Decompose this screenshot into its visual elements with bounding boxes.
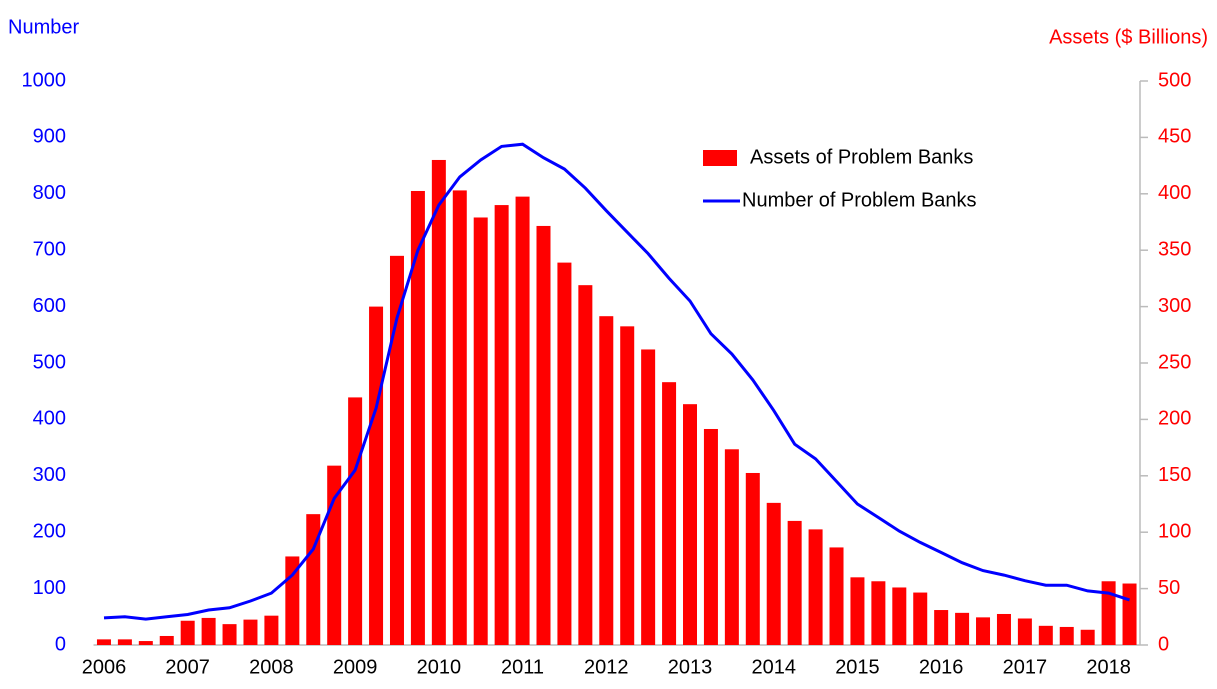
- bar: [1080, 629, 1095, 645]
- bar: [913, 592, 928, 645]
- bar: [557, 262, 572, 645]
- line: [103, 142, 1130, 621]
- y2-tick-label: 250: [1158, 351, 1191, 373]
- bar: [348, 397, 363, 645]
- bar: [892, 587, 907, 645]
- y-axis-title: Number: [8, 16, 79, 38]
- y2-axis-title: Assets ($ Billions): [1049, 26, 1208, 48]
- bar: [934, 610, 949, 645]
- bar: [808, 529, 823, 645]
- x-tick-label: 2011: [501, 656, 544, 678]
- bar: [410, 190, 425, 646]
- y-tick-label: 0: [55, 633, 66, 655]
- bar: [641, 349, 656, 645]
- bar: [850, 577, 865, 645]
- y-tick-label: 700: [33, 238, 66, 260]
- bar: [369, 306, 384, 645]
- x-tick-label: 2006: [82, 656, 127, 678]
- x-tick-label: 2007: [165, 656, 210, 678]
- bar: [829, 547, 844, 645]
- bar: [494, 205, 509, 645]
- bar: [955, 612, 970, 645]
- x-tick-label: 2013: [668, 656, 713, 678]
- bar: [243, 619, 258, 645]
- bar: [264, 615, 279, 645]
- y2-tick-label: 350: [1158, 238, 1191, 260]
- bar: [201, 617, 216, 645]
- bar: [724, 449, 739, 645]
- x-tick-label: 2017: [1003, 656, 1048, 678]
- bar: [578, 285, 593, 645]
- bar: [536, 225, 551, 645]
- y-tick-label: 200: [33, 520, 66, 542]
- x-tick-label: 2009: [333, 656, 378, 678]
- legend-label: Number of Problem Banks: [742, 189, 977, 211]
- legend-swatch: [703, 150, 737, 166]
- y-tick-label: 600: [33, 295, 66, 317]
- bar: [222, 624, 237, 645]
- bar: [452, 190, 467, 645]
- bar: [976, 617, 991, 645]
- y2-tick-label: 200: [1158, 408, 1191, 430]
- x-tick-label: 2012: [584, 656, 629, 678]
- bar: [745, 472, 760, 645]
- bar: [159, 635, 174, 645]
- y2-tick-label: 100: [1158, 520, 1191, 542]
- bar: [306, 514, 321, 645]
- x-tick-label: 2018: [1086, 656, 1131, 678]
- bar: [96, 639, 111, 645]
- bar: [1017, 618, 1032, 645]
- y2-tick-label: 0: [1158, 633, 1169, 655]
- bar: [599, 316, 614, 645]
- bar: [1059, 626, 1074, 645]
- y-tick-label: 400: [33, 408, 66, 430]
- bar: [1122, 583, 1137, 645]
- bar: [138, 641, 153, 645]
- y-tick-label: 900: [33, 126, 66, 148]
- bar: [871, 581, 886, 645]
- x-tick-label: 2016: [919, 656, 964, 678]
- x-tick-label: 2010: [417, 656, 462, 678]
- y2-tick-label: 500: [1158, 69, 1191, 91]
- bar: [431, 159, 446, 645]
- bar: [1038, 625, 1053, 645]
- y-tick-label: 100: [33, 577, 66, 599]
- x-tick-label: 2015: [835, 656, 880, 678]
- bar: [703, 428, 718, 645]
- legend-label: Assets of Problem Banks: [750, 146, 973, 168]
- x-tick-label: 2014: [751, 656, 796, 678]
- y2-tick-label: 450: [1158, 126, 1191, 148]
- bar: [473, 217, 488, 645]
- bar: [180, 620, 195, 645]
- bar: [787, 520, 802, 645]
- bar: [515, 196, 530, 645]
- x-tick-label: 2008: [249, 656, 294, 678]
- bar: [1101, 581, 1116, 645]
- bar: [389, 255, 404, 645]
- y-tick-label: 500: [33, 351, 66, 373]
- y2-tick-label: 150: [1158, 464, 1191, 486]
- bar: [620, 326, 635, 645]
- y2-tick-label: 300: [1158, 295, 1191, 317]
- bar: [683, 404, 698, 645]
- y2-tick-label: 400: [1158, 182, 1191, 204]
- y-tick-label: 300: [33, 464, 66, 486]
- y-tick-label: 800: [33, 182, 66, 204]
- y2-tick-label: 50: [1158, 577, 1180, 599]
- y-tick-label: 1000: [22, 69, 67, 91]
- bar: [662, 382, 677, 645]
- bar: [996, 613, 1011, 645]
- bar: [766, 502, 781, 645]
- bar: [117, 639, 132, 645]
